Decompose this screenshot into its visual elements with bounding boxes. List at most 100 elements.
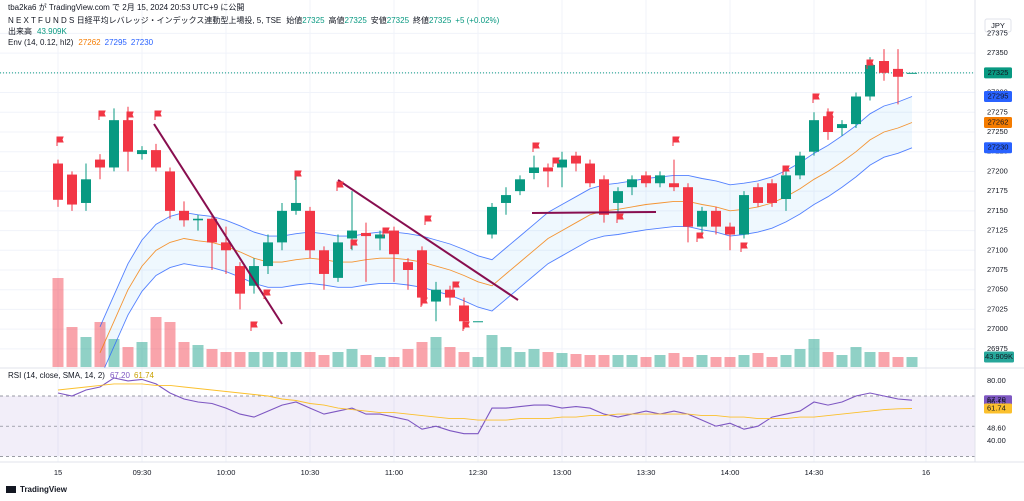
candle-body bbox=[445, 289, 455, 298]
volume-legend: 出来高 43.909K bbox=[8, 26, 67, 36]
candle-body bbox=[571, 155, 581, 164]
candle-body bbox=[403, 262, 413, 270]
trend-line bbox=[531, 211, 657, 214]
candle-body bbox=[487, 206, 497, 235]
price-marker bbox=[984, 117, 1012, 129]
price-marker-label: 27262 bbox=[988, 118, 1009, 127]
volume-bar bbox=[262, 352, 274, 367]
rsi-marker-label: 48.60 bbox=[987, 423, 1006, 432]
volume-bar bbox=[584, 355, 596, 367]
open: 27325 bbox=[302, 16, 325, 25]
candle-body bbox=[305, 210, 315, 251]
x-tick-label: 10:00 bbox=[217, 468, 236, 477]
candle-body bbox=[277, 210, 287, 243]
candle-body bbox=[53, 163, 63, 200]
y-tick-label: 27250 bbox=[987, 127, 1008, 136]
candle-body bbox=[683, 187, 693, 227]
price-pane bbox=[0, 49, 975, 368]
candle-body bbox=[375, 234, 385, 239]
logo: TradingView bbox=[6, 485, 68, 494]
candle-body bbox=[515, 179, 525, 192]
volume-bar bbox=[304, 352, 316, 367]
volume-bar bbox=[640, 357, 652, 367]
candle-body bbox=[557, 159, 567, 168]
volume-bar bbox=[514, 352, 526, 367]
rsi-tick-label: 80.00 bbox=[987, 376, 1006, 385]
candle-body bbox=[627, 179, 637, 188]
volume-bar bbox=[332, 352, 344, 367]
volume-bar bbox=[626, 355, 638, 367]
axes: JPY 26975 27000 27025 27050 27075 27100 27125 2… bbox=[0, 0, 1024, 477]
candle-body bbox=[95, 159, 105, 168]
candle-body bbox=[669, 183, 679, 188]
candle-body bbox=[795, 155, 805, 176]
envelope-legend: Env (14, 0.12, hl2) 27262 27295 27230 bbox=[8, 38, 154, 47]
volume-bar bbox=[850, 347, 862, 367]
y-tick-label: 27150 bbox=[987, 206, 1008, 215]
candle-body bbox=[81, 179, 91, 203]
volume-bar bbox=[136, 342, 148, 367]
volume-bar bbox=[794, 349, 806, 367]
volume-marker-label: 43.909K bbox=[985, 352, 1013, 361]
volume-bar bbox=[52, 278, 64, 367]
y-tick-label: 27375 bbox=[987, 28, 1008, 37]
candle-body bbox=[781, 175, 791, 200]
y-tick-label: 27025 bbox=[987, 304, 1008, 313]
volume-name: 出来高 bbox=[8, 26, 32, 36]
candle-body bbox=[613, 191, 623, 203]
rsi-tick-label: 40.00 bbox=[987, 436, 1006, 445]
y-tick-label: 27175 bbox=[987, 186, 1008, 195]
price-marker bbox=[984, 90, 1012, 102]
y-tick-label: 27000 bbox=[987, 324, 1008, 333]
volume-bar bbox=[150, 317, 162, 367]
volume-bar bbox=[164, 322, 176, 367]
volume-bar bbox=[696, 355, 708, 367]
candle-body bbox=[319, 250, 329, 274]
volume-bar bbox=[738, 355, 750, 367]
low-label: 安値 bbox=[371, 15, 387, 25]
volume-bar bbox=[360, 355, 372, 367]
volume-bar bbox=[486, 335, 498, 367]
volume-bar bbox=[388, 357, 400, 367]
price-marker-label: 27325 bbox=[988, 68, 1009, 77]
x-tick-label: 15 bbox=[54, 468, 62, 477]
volume-bar bbox=[724, 357, 736, 367]
volume-bar bbox=[906, 357, 918, 367]
candle-body bbox=[473, 321, 483, 323]
candle-body bbox=[165, 171, 175, 211]
x-tick-label: 10:30 bbox=[301, 468, 320, 477]
volume-bar bbox=[836, 355, 848, 367]
x-tick-label: 11:00 bbox=[385, 468, 403, 477]
volume-bar bbox=[654, 355, 666, 367]
high-label: 高値 bbox=[329, 15, 345, 25]
volume-bar bbox=[542, 352, 554, 367]
x-tick-label: 13:30 bbox=[637, 468, 656, 477]
drawings bbox=[56, 59, 874, 331]
volume-bar bbox=[500, 347, 512, 367]
flags bbox=[56, 59, 874, 331]
rsi-pane bbox=[0, 377, 975, 457]
currency-box bbox=[984, 18, 1012, 33]
candle-body bbox=[207, 218, 217, 243]
candle-body bbox=[837, 124, 847, 129]
candle-body bbox=[697, 210, 707, 227]
x-tick-label: 16 bbox=[922, 468, 930, 477]
volume-bar bbox=[864, 352, 876, 367]
symbol: N E X T F U N D S 日経平均レバレッジ・インデックス連動型上場投… bbox=[8, 15, 281, 25]
x-tick-label: 14:00 bbox=[721, 468, 740, 477]
basis-value: 27262 bbox=[78, 38, 101, 47]
envelope-upper bbox=[99, 96, 913, 327]
volume-bar bbox=[402, 349, 414, 367]
volume-bar bbox=[94, 322, 106, 367]
candle-body bbox=[529, 167, 539, 173]
y-tick-label: 27050 bbox=[987, 285, 1008, 294]
upper-value: 27295 bbox=[105, 38, 128, 47]
candle-body bbox=[767, 183, 777, 203]
candle-body bbox=[137, 150, 147, 155]
candle-body bbox=[333, 242, 343, 278]
candle-body bbox=[599, 179, 609, 215]
candle-body bbox=[249, 266, 259, 286]
x-tick-label: 09:30 bbox=[133, 468, 152, 477]
rsi-marker-label: 66.15 bbox=[987, 397, 1006, 406]
